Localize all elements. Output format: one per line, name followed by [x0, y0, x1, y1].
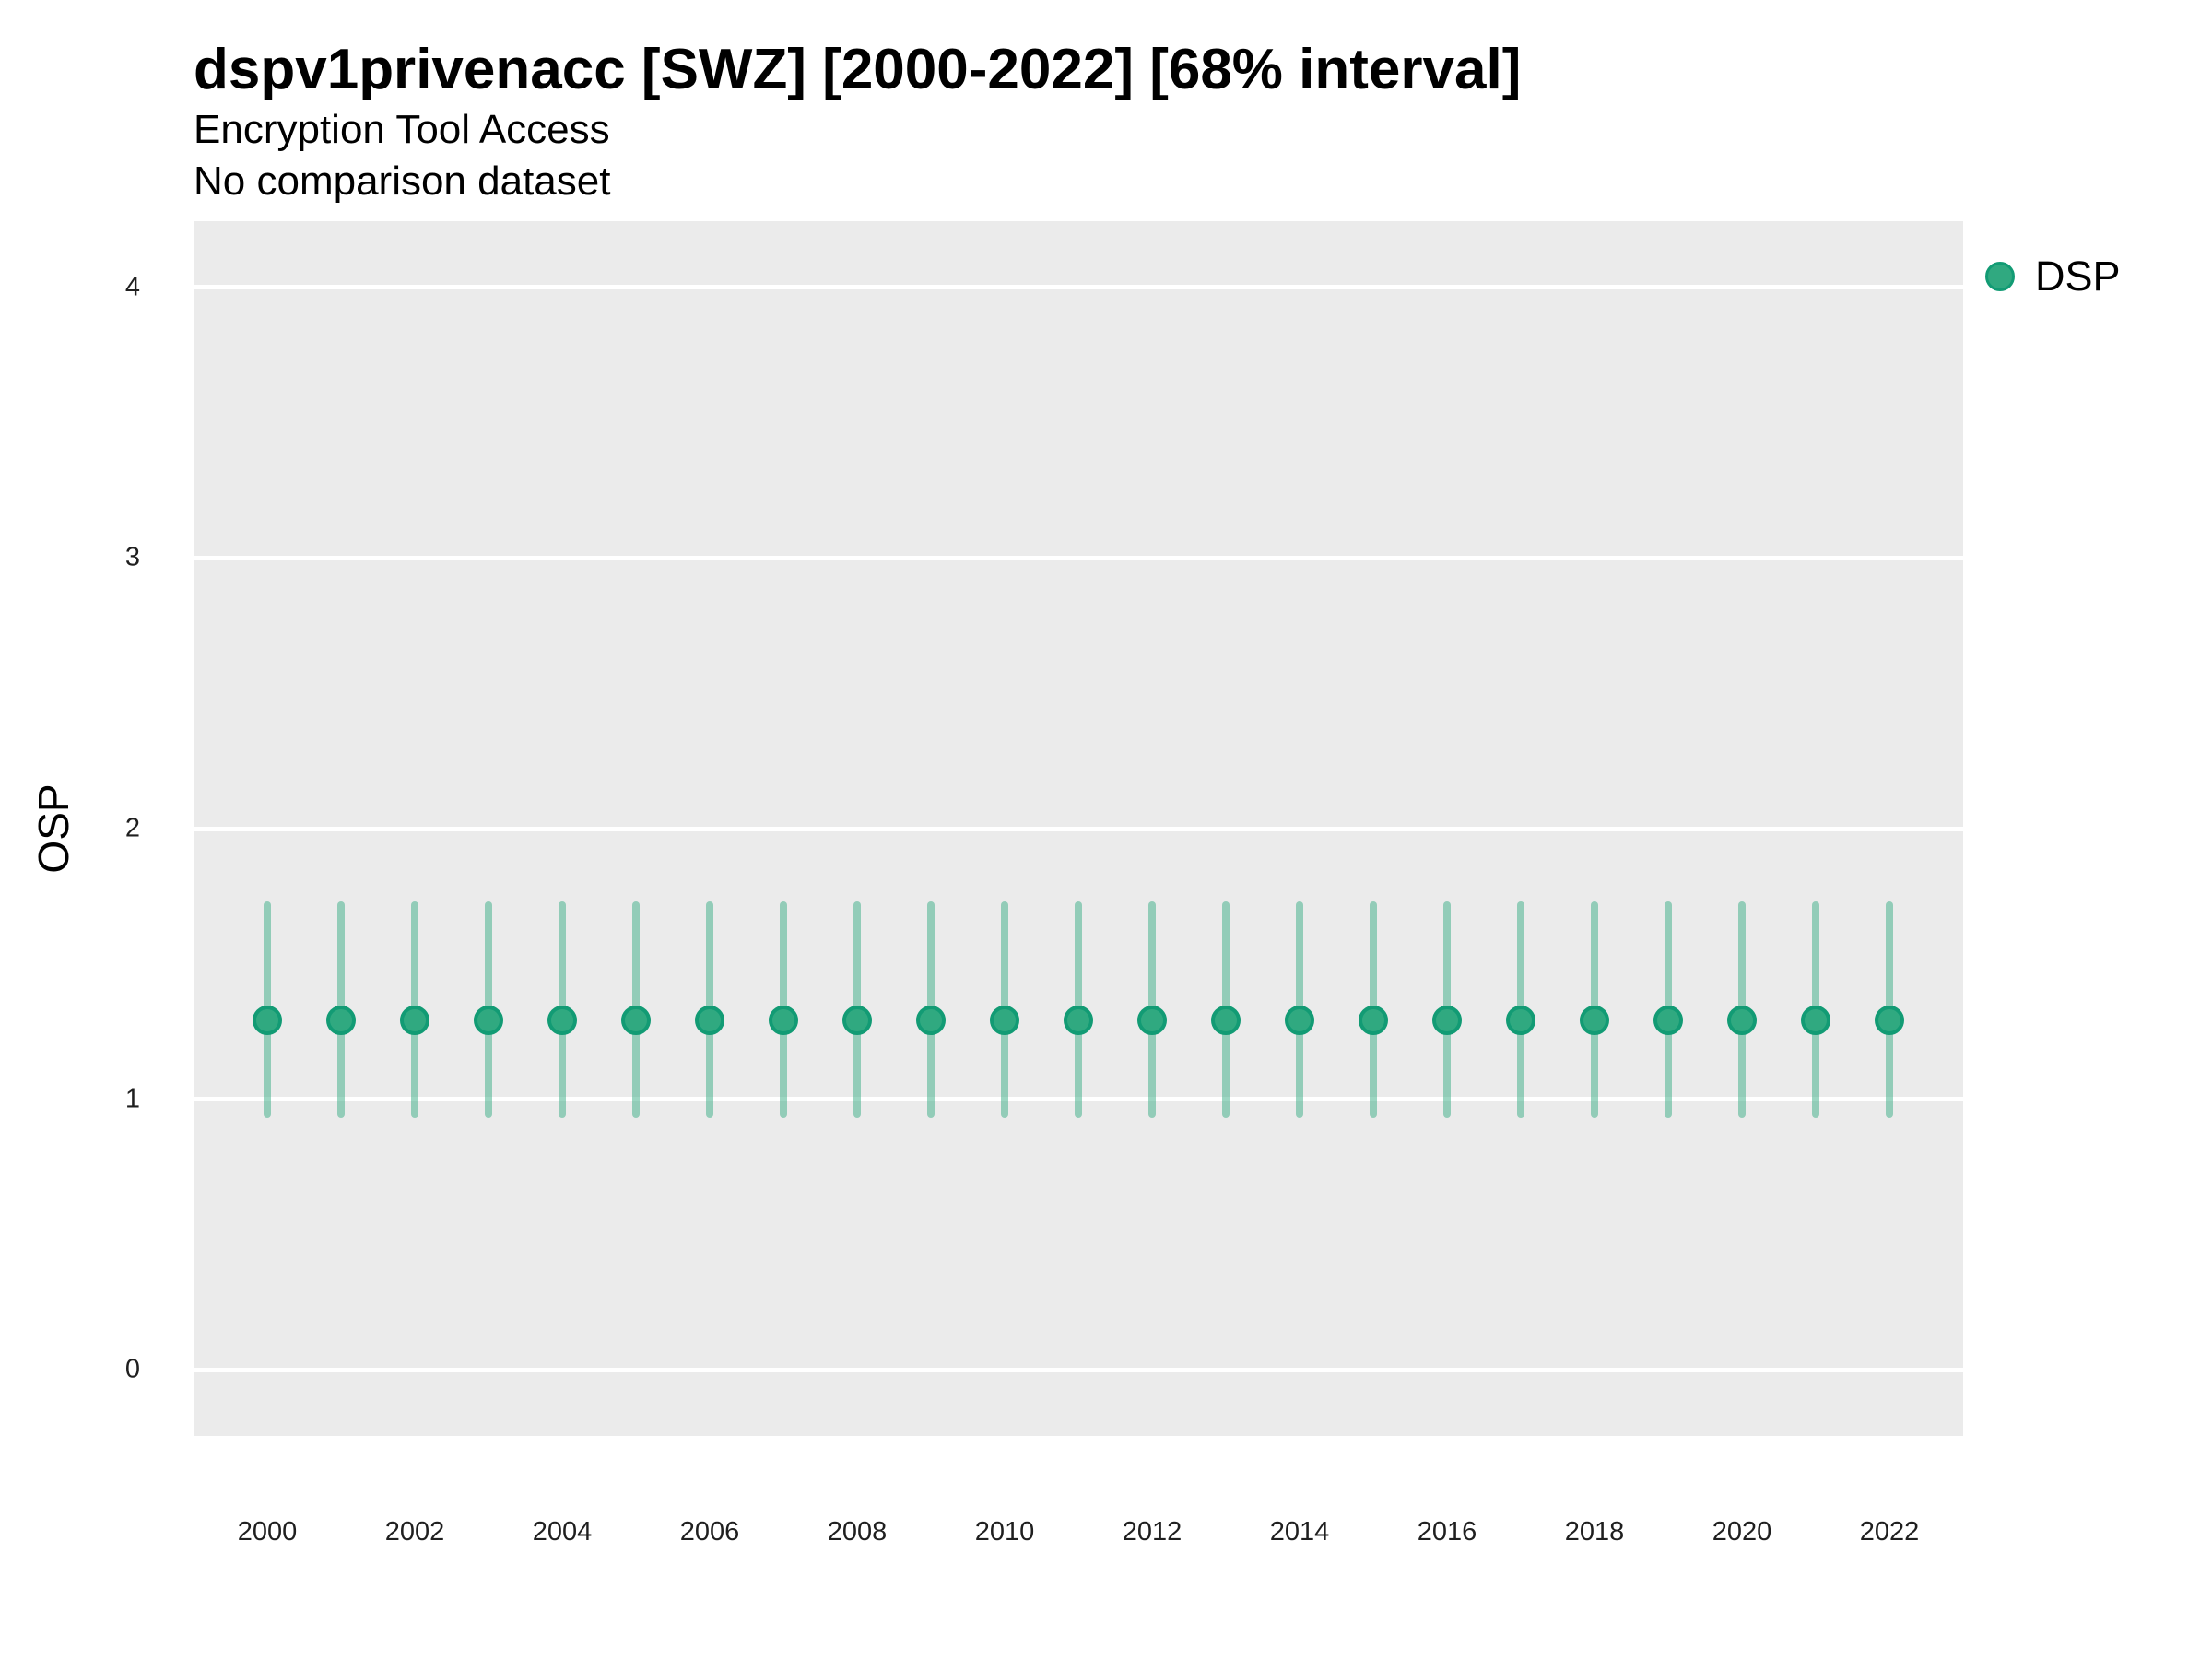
- data-point-2014: [1285, 1006, 1314, 1036]
- data-point-2004: [547, 1006, 577, 1036]
- x-tick-label-2016: 2016: [1417, 1517, 1477, 1547]
- plot-panel: [194, 221, 1963, 1436]
- chart-subtitle: Encryption Tool Access: [194, 107, 610, 152]
- data-point-2003: [474, 1006, 503, 1036]
- data-point-2002: [400, 1006, 429, 1036]
- data-point-2006: [695, 1006, 724, 1036]
- chart-dataset-note: No comparison dataset: [194, 159, 611, 204]
- data-point-2011: [1064, 1006, 1093, 1036]
- chart-title: dspv1privenacc [SWZ] [2000-2022] [68% in…: [194, 38, 1522, 101]
- gridline-y-4: [194, 285, 1963, 290]
- data-point-2022: [1875, 1006, 1904, 1036]
- legend-key-dot-icon: [1985, 262, 2015, 291]
- data-point-2018: [1580, 1006, 1609, 1036]
- data-point-2001: [326, 1006, 356, 1036]
- x-tick-label-2018: 2018: [1564, 1517, 1625, 1547]
- y-tick-label-3: 3: [124, 542, 140, 572]
- data-point-2000: [253, 1006, 282, 1036]
- x-tick-label-2012: 2012: [1122, 1517, 1182, 1547]
- data-point-2005: [621, 1006, 651, 1036]
- data-point-2020: [1727, 1006, 1757, 1036]
- y-tick-label-4: 4: [124, 272, 140, 302]
- gridline-y-0: [194, 1367, 1963, 1372]
- data-point-2016: [1432, 1006, 1462, 1036]
- data-point-2008: [842, 1006, 872, 1036]
- x-tick-label-2008: 2008: [827, 1517, 888, 1547]
- gridline-y-2: [194, 826, 1963, 831]
- data-point-2012: [1137, 1006, 1167, 1036]
- gridline-y-1: [194, 1097, 1963, 1102]
- legend: DSP: [1985, 253, 2121, 300]
- x-tick-label-2006: 2006: [679, 1517, 740, 1547]
- data-point-2017: [1506, 1006, 1535, 1036]
- x-tick-label-2004: 2004: [532, 1517, 593, 1547]
- x-tick-label-2022: 2022: [1859, 1517, 1920, 1547]
- data-point-2019: [1653, 1006, 1683, 1036]
- y-tick-label-2: 2: [124, 813, 140, 843]
- data-point-2021: [1801, 1006, 1830, 1036]
- x-tick-label-2020: 2020: [1712, 1517, 1772, 1547]
- y-tick-label-0: 0: [124, 1354, 140, 1384]
- data-point-2009: [916, 1006, 946, 1036]
- x-tick-label-2002: 2002: [384, 1517, 445, 1547]
- x-tick-label-2010: 2010: [974, 1517, 1035, 1547]
- data-point-2013: [1211, 1006, 1241, 1036]
- data-point-2007: [769, 1006, 798, 1036]
- x-tick-label-2014: 2014: [1269, 1517, 1330, 1547]
- legend-label: DSP: [2035, 253, 2121, 300]
- y-tick-label-1: 1: [124, 1084, 140, 1114]
- gridline-y-3: [194, 555, 1963, 560]
- data-point-2015: [1359, 1006, 1388, 1036]
- x-tick-label-2000: 2000: [237, 1517, 298, 1547]
- data-point-2010: [990, 1006, 1019, 1036]
